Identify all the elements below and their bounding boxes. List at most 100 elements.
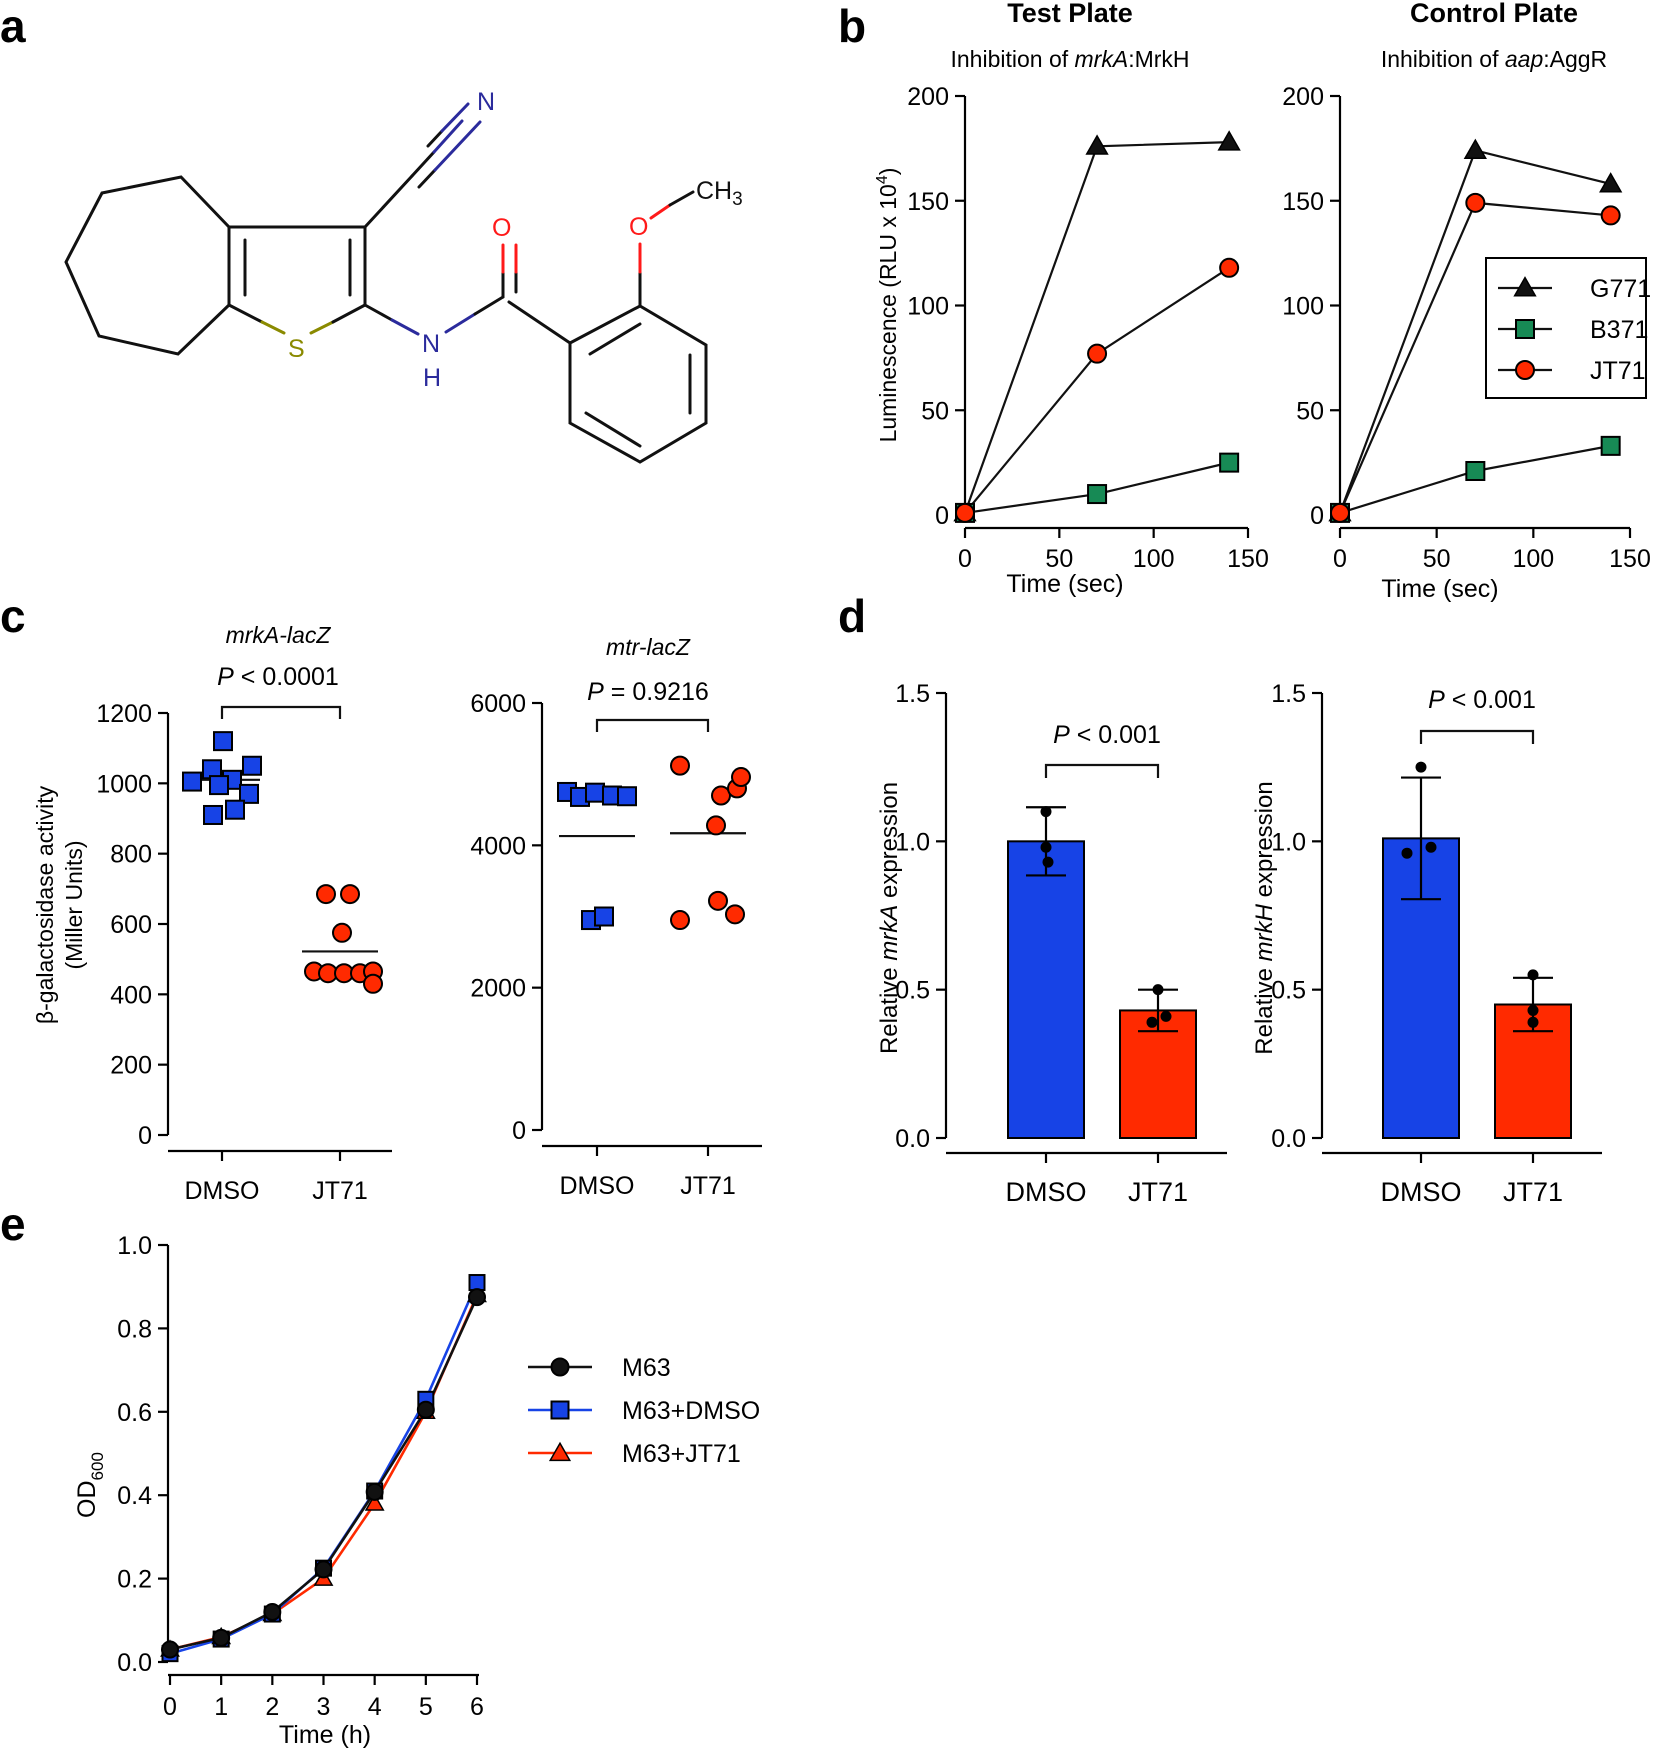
y-tick-label: 1.5 (895, 680, 930, 708)
x-tick-label: 100 (1512, 545, 1554, 573)
data-point-DMSO (1040, 841, 1052, 853)
data-point-JT71 (1600, 205, 1621, 226)
data-point-M63 (468, 1288, 486, 1307)
y-tick-label: 800 (110, 841, 152, 869)
significance-bracket (595, 718, 710, 732)
data-point-DMSO (1415, 761, 1427, 773)
atom-nitrile-n: N (477, 88, 495, 116)
legend-marker-M63+DMSO (550, 1400, 570, 1420)
data-point-JT71 (1087, 343, 1108, 364)
data-point-DMSO (1040, 806, 1052, 818)
y-tick-label: 100 (907, 293, 949, 321)
chart-title: Control Plate (1410, 0, 1578, 28)
chart-subtitle: Inhibition of mrkA:MrkH (950, 46, 1189, 72)
series-line-JT71 (964, 266, 1230, 514)
data-point-JT71 (670, 910, 690, 931)
y-tick-label: 50 (921, 397, 949, 425)
y-tick-label: 0 (1310, 502, 1324, 530)
y-tick-label: 2000 (470, 975, 526, 1003)
cycloheptane-ring (64, 175, 231, 356)
series-line-M63+DMSO (169, 1282, 479, 1655)
data-point-B371 (1219, 452, 1240, 473)
legend-label: M63+JT71 (622, 1440, 741, 1468)
p-value-label: P < 0.0001 (217, 663, 339, 691)
x-tick-label: 3 (317, 1693, 331, 1721)
data-point-G771 (1599, 172, 1623, 193)
data-point-JT71 (731, 767, 751, 788)
chart-d-mrkh-expression: 0.0 0.5 1.0 1.5 DMSO JT71 (1271, 680, 1602, 1207)
x-tick-label: 150 (1609, 545, 1651, 573)
data-point-JT71 (955, 502, 975, 523)
x-axis-label: Time (sec) (1006, 570, 1123, 598)
legend-label: B371 (1590, 316, 1648, 344)
data-point-DMSO (1425, 841, 1437, 853)
chart-e-growth-curve: 0.0 0.2 0.4 0.6 0.8 1.0 0 1 2 3 4 5 6 (117, 1232, 487, 1721)
data-point-JT71 (1465, 192, 1486, 213)
data-point-B371 (1465, 461, 1486, 482)
panel-b-left-header: Test Plate Inhibition of mrkA:MrkH (950, 0, 1189, 72)
data-point-JT71 (316, 884, 336, 905)
y-tick-label: 1.0 (1271, 828, 1306, 856)
y-tick-label: 200 (1282, 83, 1324, 111)
y-tick-label: 0.0 (1271, 1125, 1306, 1153)
data-point-DMSO (585, 782, 605, 803)
x-tick-label: JT71 (680, 1172, 736, 1200)
data-point-DMSO (1401, 847, 1413, 859)
chart-title: mrkA-lacZ (226, 622, 332, 648)
data-point-JT71 (340, 884, 360, 905)
x-tick-label: JT71 (1503, 1177, 1563, 1207)
data-point-JT71 (706, 815, 726, 836)
y-tick-label: 150 (1282, 188, 1324, 216)
panel-label-e: e (0, 1198, 26, 1250)
atom-methoxy-o: O (629, 213, 648, 241)
panel-b-right-header: Control Plate Inhibition of aap:AggR (1381, 0, 1607, 72)
data-point-G771 (1085, 134, 1109, 155)
y-tick-label: 0 (935, 502, 949, 530)
legend-label: M63 (622, 1354, 671, 1382)
p-value-label: P = 0.9216 (587, 678, 709, 706)
x-tick-label: JT71 (1128, 1177, 1188, 1207)
panel-label-d: d (838, 590, 866, 642)
y-tick-label: 0.8 (117, 1315, 152, 1343)
x-tick-label: DMSO (1006, 1177, 1087, 1207)
y-tick-label: 150 (907, 188, 949, 216)
series-line-M63+JT71 (169, 1294, 479, 1651)
x-tick-label: 150 (1227, 545, 1269, 573)
data-point-JT71 (725, 904, 745, 925)
data-point-JT71 (1527, 1004, 1539, 1016)
chart-title: Test Plate (1007, 0, 1133, 28)
x-tick-label: 100 (1133, 545, 1175, 573)
data-point-JT71 (670, 755, 690, 776)
y-tick-label: 0.6 (117, 1399, 152, 1427)
data-point-B371 (1600, 435, 1621, 456)
x-tick-label: 4 (368, 1693, 382, 1721)
atom-carbonyl-o: O (492, 214, 511, 242)
data-point-M63+DMSO (468, 1274, 486, 1292)
legend-marker-B371 (1515, 319, 1535, 339)
y-tick-label: 1.0 (895, 828, 930, 856)
data-point-DMSO (242, 755, 262, 776)
y-tick-label: 4000 (470, 832, 526, 860)
atom-amide-h: H (423, 364, 441, 392)
panel-label-a: a (0, 0, 26, 52)
data-point-JT71 (1527, 1016, 1539, 1028)
data-point-M63+JT71 (364, 1493, 385, 1511)
legend-marker-M63 (550, 1357, 570, 1377)
data-point-M63 (365, 1482, 384, 1501)
significance-bracket (1419, 729, 1535, 744)
significance-bracket (220, 705, 342, 719)
x-tick-label: 50 (1045, 545, 1073, 573)
y-axis-label: Relative mrkH expression (1251, 781, 1278, 1054)
data-point-M63 (212, 1628, 231, 1647)
atom-sulfur: S (288, 335, 305, 363)
data-point-DMSO (225, 799, 245, 820)
legend-marker-M63+JT71 (548, 1441, 572, 1462)
y-tick-label: 0 (138, 1122, 152, 1150)
p-value-label: P < 0.001 (1053, 721, 1161, 749)
y-tick-label: 0 (512, 1117, 526, 1145)
data-point-JT71 (363, 973, 383, 994)
legend-label: M63+DMSO (622, 1397, 760, 1425)
data-point-G771 (1463, 138, 1487, 159)
data-point-M63 (314, 1560, 333, 1579)
